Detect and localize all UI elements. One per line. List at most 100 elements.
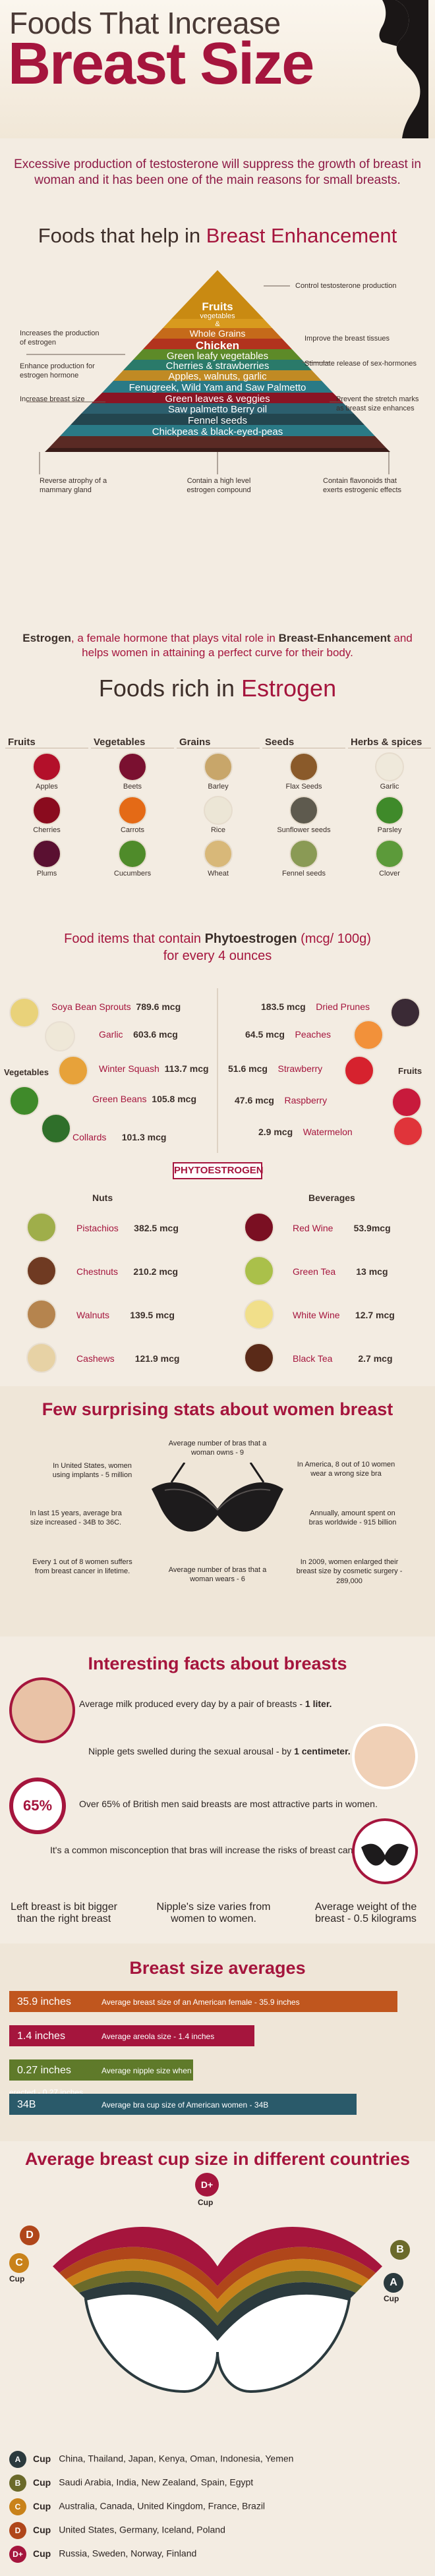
fact-british: Over 65% of British men said breasts are… — [79, 1799, 378, 1809]
rich-item: Carrots — [91, 796, 174, 838]
carrot-icon — [118, 796, 147, 825]
red-wine-icon — [244, 1212, 274, 1243]
nuts-head: Nuts — [92, 1192, 113, 1203]
average-bar: 1.4 inches Average areola size - 1.4 inch… — [9, 2025, 254, 2046]
rich-item: Wheat — [177, 839, 260, 882]
cucumber-icon — [118, 839, 147, 868]
cup-badge: B — [9, 2475, 26, 2492]
phytoestrogen-banner: PHYTOESTROGEN — [173, 1162, 264, 1179]
phyto-name: White Wine — [293, 1310, 340, 1320]
average-value: 0.27 inches — [17, 2065, 71, 2076]
nut-row: Walnuts 139.5 mcg — [76, 1310, 175, 1320]
rich-col-head: Grains — [177, 737, 260, 748]
label-enhance-production: Enhance production for estrogen hormone — [20, 362, 95, 379]
phyto-value: 139.5 mcg — [130, 1310, 175, 1320]
average-value: 1.4 inches — [17, 2030, 65, 2042]
phyto-fruit-row: 183.5 mcg Dried Prunes — [261, 1001, 370, 1012]
black-tea-icon — [244, 1343, 274, 1373]
rich-item: Fennel seeds — [262, 839, 345, 882]
rich-item: Clover — [348, 839, 431, 882]
breast-portrait-icon — [9, 1677, 75, 1743]
phyto-name: Watermelon — [303, 1127, 353, 1137]
bra-cups-graphic — [53, 2227, 382, 2394]
band-saw-palmetto: Saw palmetto Berry oil — [167, 404, 268, 415]
label-flavonoids: Contain flavonoids that exerts estrogeni… — [323, 477, 402, 494]
average-label: Average bra cup size of American women -… — [102, 2100, 269, 2110]
nipple-portrait-icon — [352, 1723, 418, 1789]
phyto-name: Garlic — [99, 1029, 123, 1040]
phyto-name: Pistachios — [76, 1223, 119, 1233]
band-apples: Apples, walnuts, garlic — [168, 371, 267, 382]
bev-row: White Wine 12.7 mcg — [293, 1310, 395, 1320]
sixty-five-percent-badge: 65% — [9, 1778, 66, 1834]
stat-bras-owned: Average number of bras that a woman owns… — [168, 1440, 267, 1457]
phyto-value: 121.9 mcg — [134, 1353, 180, 1364]
estrogen-paragraph: Estrogen, a female hormone that plays vi… — [14, 631, 420, 660]
cup-countries: Saudi Arabia, India, New Zealand, Spain,… — [59, 2477, 254, 2488]
cup-badge: D — [9, 2522, 26, 2539]
cup-countries: Russia, Sweden, Norway, Finland — [59, 2548, 197, 2559]
phyto-name: Raspberry — [284, 1095, 328, 1106]
phyto-veg-row: Garlic 603.6 mcg — [99, 1029, 178, 1040]
rich-item-label: Parsley — [377, 826, 402, 834]
phyto-value: 603.6 mcg — [133, 1029, 178, 1040]
stats-title: Few surprising stats about women breast — [42, 1399, 393, 1419]
phyto-name: Winter Squash — [99, 1063, 160, 1074]
sunflower-seeds-icon — [289, 796, 318, 825]
band-fenugreek: Fenugreek, Wild Yam and Saw Palmetto — [129, 382, 306, 393]
stat-cancer: Every 1 out of 8 women suffers from brea… — [32, 1558, 132, 1576]
strawberry-icon — [344, 1055, 374, 1086]
clover-icon — [375, 839, 404, 868]
phyto-title-a: Food items that contain — [64, 932, 205, 946]
phyto-value: 105.8 mcg — [152, 1094, 196, 1104]
rich-col-head: Vegetables — [91, 737, 174, 748]
fact-nipple-b: 1 centimeter. — [294, 1746, 351, 1756]
intro-text: Excessive production of testosterone wil… — [14, 157, 421, 187]
label-high-level: Contain a high level estrogen compound — [187, 477, 251, 494]
label-reverse-atrophy: Reverse atrophy of a mammary gland — [40, 477, 107, 494]
estrogen-word: Estrogen — [22, 632, 71, 644]
rich-col-head: Herbs & spices — [348, 737, 431, 748]
cup-dplus-marker: D+ — [195, 2173, 219, 2197]
side-label-fruits: Fruits — [398, 1066, 422, 1076]
phyto-value: 789.6 mcg — [136, 1001, 181, 1012]
header: Foods That Increase Breast Size — [0, 0, 435, 138]
rich-col-fruits: Fruits Apples Cherries Plums — [5, 737, 88, 882]
green-tea-icon — [244, 1256, 274, 1286]
label-increase-size: Increase breast size — [20, 395, 85, 403]
rich-title-a: Foods rich in — [98, 675, 241, 702]
phyto-value: 210.2 mcg — [133, 1266, 179, 1277]
cup-word: Cup — [33, 2453, 51, 2464]
rich-item: Parsley — [348, 796, 431, 838]
rich-item-label: Clover — [379, 870, 400, 878]
average-label: Average breast size of an American femal… — [102, 1998, 300, 2007]
rich-item: Beets — [91, 752, 174, 795]
watermelon-icon — [393, 1116, 423, 1146]
phyto-name: Dried Prunes — [316, 1001, 370, 1012]
averages-title: Breast size averages — [129, 1958, 306, 1978]
average-label: Average areola size - 1.4 inches — [102, 2032, 215, 2041]
title-line-2: Breast Size — [8, 31, 314, 97]
facts-title: Interesting facts about breasts — [88, 1654, 347, 1673]
phyto-veg-row: Soya Bean Sprouts 789.6 mcg — [51, 1001, 181, 1012]
cashew-icon — [26, 1343, 57, 1373]
band-amp: & — [215, 320, 220, 328]
fact-weight: Average weight of the breast - 0.5 kilog… — [314, 1901, 417, 1924]
rich-col-head: Fruits — [5, 737, 88, 748]
stat-surgery: In 2009, women enlarged their breast siz… — [296, 1558, 403, 1585]
rich-item: Cucumbers — [91, 839, 174, 882]
label-stimulate-release: Stimulate release of sex-hormones — [304, 360, 417, 368]
phyto-veg-row: Winter Squash 113.7 mcg — [99, 1063, 209, 1074]
phyto-fruit-row: 47.6 mcg Raspberry — [235, 1095, 327, 1106]
raspberry-icon — [392, 1087, 422, 1117]
rich-item: Rice — [177, 796, 260, 838]
winter-squash-icon — [58, 1055, 88, 1086]
fact-nipple-a: Nipple gets swelled during the sexual ar… — [88, 1746, 295, 1756]
phyto-value: 113.7 mcg — [164, 1063, 209, 1074]
walnut-icon — [26, 1299, 57, 1330]
woman-silhouette-icon — [379, 0, 428, 138]
cup-countries: China, Thailand, Japan, Kenya, Oman, Ind… — [59, 2453, 294, 2464]
nut-row: Pistachios 382.5 mcg — [76, 1223, 179, 1233]
barley-icon — [204, 752, 233, 781]
